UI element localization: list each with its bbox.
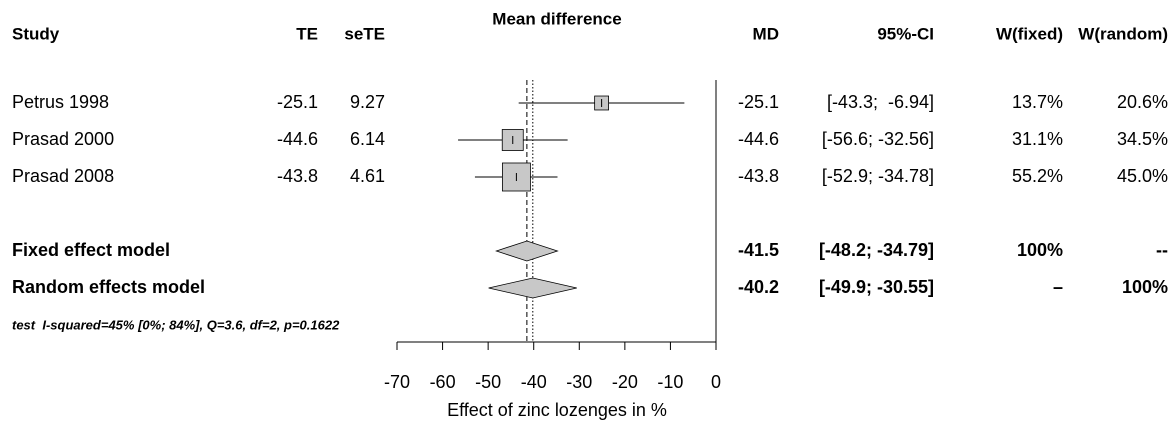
- summary-diamond: [488, 277, 577, 299]
- w-random: 100%: [1122, 277, 1168, 297]
- header-w-fixed: W(fixed): [996, 24, 1063, 43]
- md: -44.6: [738, 129, 779, 149]
- x-tick-label: -10: [657, 372, 683, 392]
- md: -43.8: [738, 166, 779, 186]
- w-random: 34.5%: [1117, 129, 1168, 149]
- ci: [-49.9; -30.55]: [819, 277, 934, 297]
- study-name: Petrus 1998: [12, 92, 109, 112]
- w-random: --: [1156, 240, 1168, 260]
- x-tick-label: -40: [521, 372, 547, 392]
- md: -41.5: [738, 240, 779, 260]
- te: -44.6: [277, 129, 318, 149]
- w-random: 20.6%: [1117, 92, 1168, 112]
- study-name: Prasad 2008: [12, 166, 114, 186]
- x-tick-label: -70: [384, 372, 410, 392]
- ci: [-52.9; -34.78]: [822, 166, 934, 186]
- ci: [-56.6; -32.56]: [822, 129, 934, 149]
- header-te: TE: [296, 24, 318, 43]
- header-plot: Mean difference: [492, 9, 621, 28]
- x-tick-label: -60: [430, 372, 456, 392]
- w-fixed: –: [1053, 277, 1063, 297]
- se-te: 6.14: [350, 129, 385, 149]
- w-random: 45.0%: [1117, 166, 1168, 186]
- header-sete: seTE: [344, 24, 385, 43]
- model-name: Fixed effect model: [12, 240, 170, 260]
- header-ci: 95%-CI: [877, 24, 934, 43]
- x-tick-label: -30: [566, 372, 592, 392]
- header-w-random: W(random): [1078, 24, 1168, 43]
- w-fixed: 13.7%: [1012, 92, 1063, 112]
- w-fixed: 31.1%: [1012, 129, 1063, 149]
- model-name: Random effects model: [12, 277, 205, 297]
- x-axis-label: Effect of zinc lozenges in %: [447, 400, 667, 420]
- md: -40.2: [738, 277, 779, 297]
- ci: [-48.2; -34.79]: [819, 240, 934, 260]
- summary-diamond: [495, 240, 559, 262]
- study-name: Prasad 2000: [12, 129, 114, 149]
- heterogeneity: test I-squared=45% [0%; 84%], Q=3.6, df=…: [12, 317, 340, 332]
- header-study: Study: [12, 24, 60, 43]
- te: -43.8: [277, 166, 318, 186]
- te: -25.1: [277, 92, 318, 112]
- w-fixed: 55.2%: [1012, 166, 1063, 186]
- w-fixed: 100%: [1017, 240, 1063, 260]
- header-md: MD: [753, 24, 779, 43]
- x-tick-label: -50: [475, 372, 501, 392]
- se-te: 4.61: [350, 166, 385, 186]
- se-te: 9.27: [350, 92, 385, 112]
- ci: [-43.3; -6.94]: [827, 92, 934, 112]
- x-tick-label: -20: [612, 372, 638, 392]
- md: -25.1: [738, 92, 779, 112]
- x-tick-label: 0: [711, 372, 721, 392]
